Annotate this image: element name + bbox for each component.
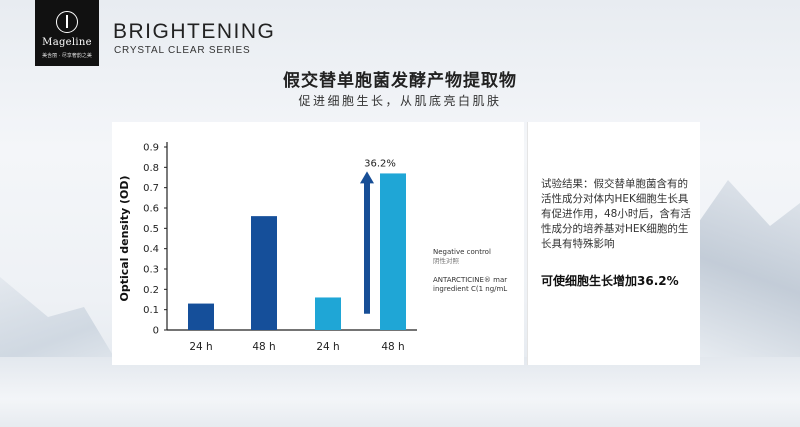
logo-emblem-icon xyxy=(56,11,78,33)
legend-ingredient-line1: ANTARCTICINE® mar xyxy=(433,276,508,284)
bar xyxy=(251,216,277,330)
legend-negative-en: Negative control xyxy=(433,248,491,256)
x-tick-label: 48 h xyxy=(252,341,275,353)
y-tick-label: 0.6 xyxy=(143,204,159,215)
growth-annotation: 36.2% xyxy=(364,158,396,169)
page-headline: 假交替单胞菌发酵产物提取物 xyxy=(283,71,517,91)
y-tick-label: 0.5 xyxy=(143,224,159,235)
x-tick-label: 48 h xyxy=(381,341,404,353)
bar xyxy=(188,303,214,330)
growth-arrow-head xyxy=(360,171,374,184)
chart-panel: 0 0.1 0.2 0.3 0.4 0.5 0.6 0.7 0.8 0.9 Optical dens… xyxy=(112,122,524,365)
y-tick-label: 0.4 xyxy=(143,244,159,255)
y-tick-label: 0 xyxy=(153,326,159,337)
chart-legend: Negative control 阴性对照 ANTARCTICINE® mar … xyxy=(433,248,507,294)
legend-negative-cn: 阴性对照 xyxy=(433,257,459,265)
y-tick-label: 0.3 xyxy=(143,265,159,276)
result-highlight: 可使细胞生长增加36.2% xyxy=(541,274,679,288)
x-tick-label: 24 h xyxy=(189,341,212,353)
bar xyxy=(380,173,406,330)
y-tick-label: 0.7 xyxy=(143,183,159,194)
result-panel: 试验结果：假交替单胞菌含有的活性成分对体内HEK细胞生长具有促进作用，48小时后… xyxy=(527,122,700,365)
page-subheadline: 促进细胞生长，从肌底亮白肌肤 xyxy=(298,94,502,108)
x-tick-label: 24 h xyxy=(316,341,339,353)
y-tick-label: 0.1 xyxy=(143,305,159,316)
brand-logo: Mageline 美含丽 · 尽享奢韵之美 xyxy=(35,0,99,66)
logo-name: Mageline xyxy=(42,37,92,48)
snow-floor-decoration xyxy=(0,357,800,427)
series-title: BRIGHTENING xyxy=(113,20,276,43)
y-tick-label: 0.9 xyxy=(143,143,159,154)
logo-tagline: 美含丽 · 尽享奢韵之美 xyxy=(42,53,92,59)
growth-arrow-shaft xyxy=(364,181,370,314)
bar xyxy=(315,297,341,330)
y-tick-label: 0.2 xyxy=(143,285,159,296)
series-subtitle: CRYSTAL CLEAR SERIES xyxy=(114,45,251,56)
legend-ingredient-line2: ingredient C(1 ng/mL xyxy=(433,285,508,293)
y-tick-label: 0.8 xyxy=(143,163,159,174)
result-description: 试验结果：假交替单胞菌含有的活性成分对体内HEK细胞生长具有促进作用，48小时后… xyxy=(541,178,691,250)
y-axis-label: Optical density (OD) xyxy=(118,175,131,301)
bar-chart: 0 0.1 0.2 0.3 0.4 0.5 0.6 0.7 0.8 0.9 Optical dens… xyxy=(118,142,417,353)
